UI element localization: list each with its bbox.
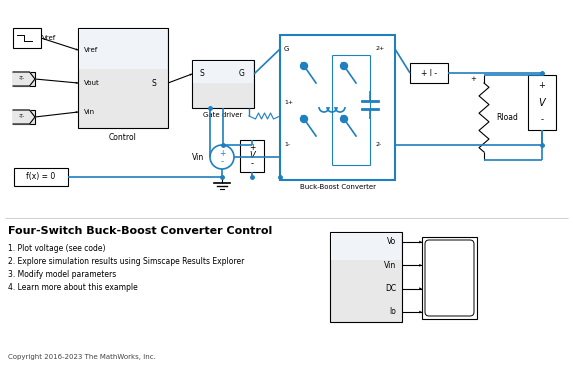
Text: 3. Modify model parameters: 3. Modify model parameters: [8, 270, 116, 279]
Text: Gate driver: Gate driver: [203, 112, 243, 118]
Bar: [422, 237, 477, 319]
Text: +: +: [539, 81, 545, 90]
Bar: [13, 28, 41, 48]
FancyBboxPatch shape: [425, 240, 474, 316]
Text: Vref: Vref: [42, 35, 56, 41]
Text: Vout: Vout: [84, 80, 100, 86]
Text: + I -: + I -: [421, 68, 437, 78]
Text: -: -: [540, 116, 544, 124]
Text: +: +: [219, 149, 225, 157]
Text: 4. Learn more about this example: 4. Learn more about this example: [8, 283, 138, 292]
Text: -: -: [250, 160, 253, 168]
Bar: [13, 72, 35, 86]
Text: G: G: [284, 46, 289, 52]
Text: Copyright 2016-2023 The MathWorks, Inc.: Copyright 2016-2023 The MathWorks, Inc.: [8, 354, 156, 360]
Text: -: -: [221, 157, 223, 167]
Text: S: S: [199, 70, 204, 78]
Bar: [240, 140, 264, 172]
Text: f(x) = 0: f(x) = 0: [26, 172, 56, 182]
Text: +: +: [470, 76, 476, 82]
Bar: [193, 61, 253, 83]
Bar: [13, 110, 35, 124]
Bar: [14, 168, 68, 186]
Polygon shape: [13, 110, 35, 124]
Circle shape: [300, 116, 308, 123]
Text: Four-Switch Buck-Boost Converter Control: Four-Switch Buck-Boost Converter Control: [8, 226, 272, 236]
Text: Control: Control: [109, 133, 137, 142]
Text: -T-: -T-: [19, 115, 25, 120]
Text: DC: DC: [385, 284, 396, 293]
Circle shape: [300, 63, 308, 70]
Text: Vo: Vo: [387, 238, 396, 246]
Text: G: G: [239, 70, 245, 78]
Text: 2. Explore simulation results using Simscape Results Explorer: 2. Explore simulation results using Sims…: [8, 257, 244, 266]
Text: Rload: Rload: [496, 113, 518, 122]
Text: 1+: 1+: [284, 101, 293, 105]
Bar: [331, 233, 401, 260]
Text: S: S: [152, 78, 156, 87]
Text: 2+: 2+: [375, 46, 384, 52]
Bar: [192, 60, 254, 108]
Text: V: V: [539, 97, 545, 108]
Text: Vref: Vref: [84, 47, 98, 53]
Text: V: V: [249, 152, 255, 161]
Text: 1-: 1-: [284, 142, 290, 147]
Text: Vin: Vin: [192, 153, 204, 161]
Text: 2-: 2-: [375, 142, 381, 147]
Circle shape: [340, 116, 347, 123]
Polygon shape: [13, 72, 35, 86]
Bar: [410, 63, 448, 83]
Text: Io: Io: [389, 307, 396, 317]
Text: -T-: -T-: [19, 76, 25, 82]
Text: 1. Plot voltage (see code): 1. Plot voltage (see code): [8, 244, 105, 253]
Bar: [79, 29, 167, 69]
Text: Vin: Vin: [384, 261, 396, 270]
Bar: [330, 232, 402, 322]
Bar: [528, 75, 556, 130]
Text: +: +: [249, 143, 255, 153]
Bar: [78, 28, 168, 128]
Text: Vin: Vin: [84, 109, 95, 115]
Circle shape: [340, 63, 347, 70]
Text: Buck-Boost Converter: Buck-Boost Converter: [300, 184, 375, 190]
Bar: [280, 35, 395, 180]
